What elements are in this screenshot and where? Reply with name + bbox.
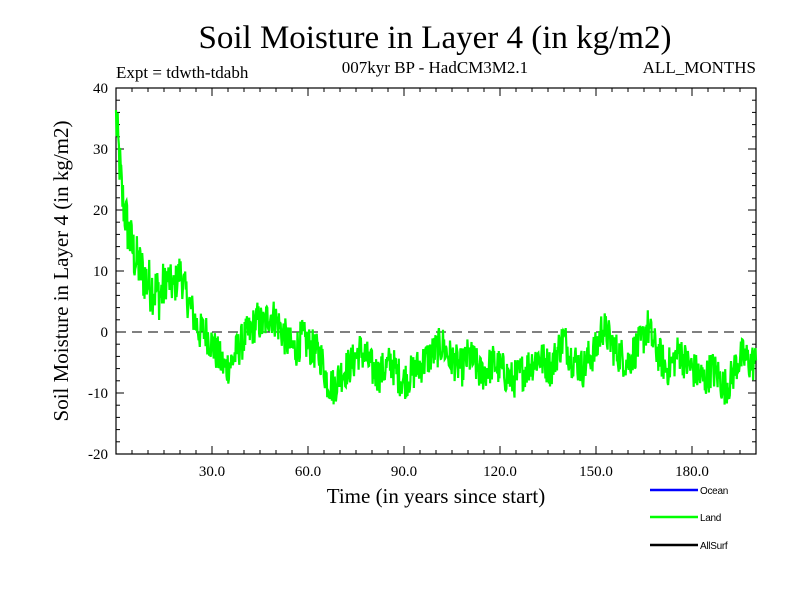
x-tick-label: 30.0 (199, 464, 225, 480)
plot-frame (115, 87, 757, 455)
y-axis-title: Soil Moisture in Layer 4 (in kg/m2) (49, 121, 73, 422)
y-tick-label: -10 (88, 386, 108, 402)
legend-land-label: Land (700, 513, 721, 524)
x-tick-label: 90.0 (391, 464, 417, 480)
chart-subtitle: 007kyr BP - HadCM3M2.1 (342, 58, 528, 77)
x-tick-label: 60.0 (295, 464, 321, 480)
chart-title: Soil Moisture in Layer 4 (in kg/m2) (199, 20, 672, 56)
y-axis: -20 -10 0 10 20 30 40 (88, 81, 756, 463)
x-axis-title: Time (in years since start) (327, 484, 546, 508)
legend: Ocean Land AllSurf (650, 486, 728, 552)
legend-allsurf-label: AllSurf (700, 541, 728, 552)
x-tick-label: 120.0 (483, 464, 517, 480)
y-tick-label: -20 (88, 447, 108, 463)
legend-ocean-label: Ocean (700, 486, 728, 497)
land-series-line (114, 109, 758, 405)
months-label: ALL_MONTHS (643, 58, 756, 77)
x-tick-label: 150.0 (579, 464, 613, 480)
y-tick-label: 40 (93, 81, 108, 97)
minor-ticks (116, 88, 756, 454)
y-tick-label: 20 (93, 203, 108, 219)
x-tick-label: 180.0 (675, 464, 709, 480)
y-tick-label: 0 (101, 325, 109, 341)
y-tick-label: 30 (93, 142, 108, 158)
y-tick-label: 10 (93, 264, 108, 280)
x-axis: 30.0 60.0 90.0 120.0 150.0 180.0 (199, 88, 709, 480)
experiment-label: Expt = tdwth-tdabh (116, 63, 249, 82)
